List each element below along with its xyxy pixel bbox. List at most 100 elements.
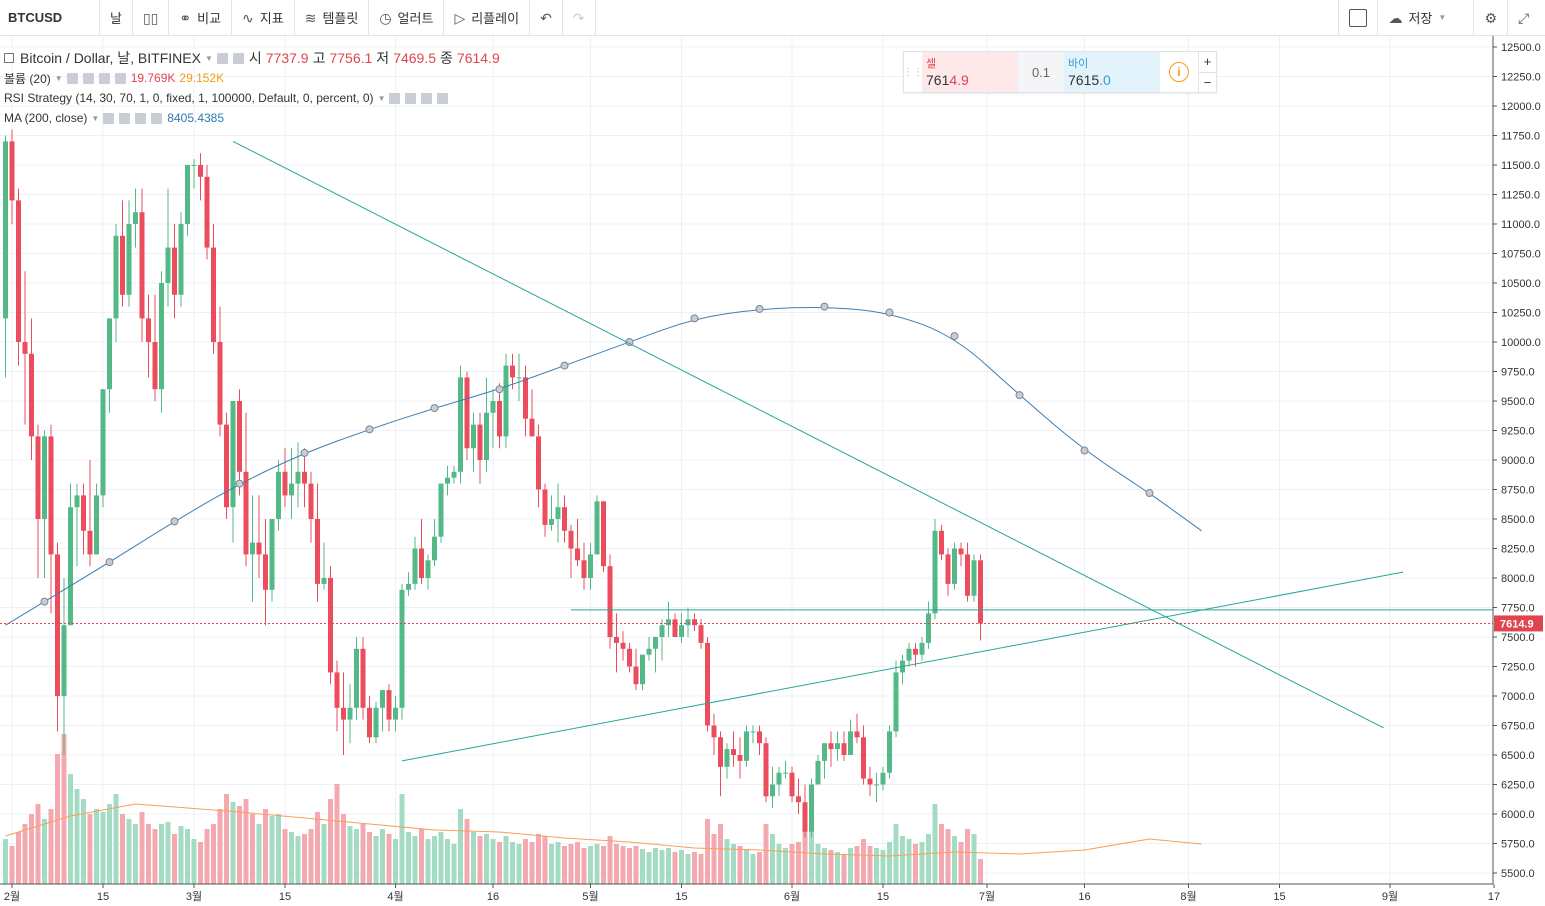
settings-button[interactable]: ⚙ (1473, 0, 1507, 36)
volume-bar (835, 852, 840, 884)
ma-point-marker[interactable] (560, 361, 569, 370)
volume-bar (250, 814, 255, 884)
ma-point-marker[interactable] (820, 302, 829, 311)
plus-button[interactable]: + (1199, 52, 1216, 73)
candle (61, 578, 67, 755)
add-icon[interactable] (135, 112, 147, 124)
drag-handle-icon[interactable]: ⋮⋮ (903, 66, 923, 78)
volume-bar (575, 842, 580, 884)
ma-point-marker[interactable] (235, 479, 244, 488)
candle (542, 483, 548, 537)
eye-icon[interactable] (66, 72, 78, 84)
candle-body (68, 507, 73, 626)
info-button[interactable]: i (1160, 52, 1198, 92)
candle-body (958, 548, 964, 555)
candle (68, 483, 73, 626)
undo-button[interactable]: ↶ (530, 0, 563, 36)
maximize-button[interactable]: ⤢ (1507, 0, 1545, 36)
compare-button[interactable]: ⚭ 비교 (169, 0, 233, 36)
volume-bar (887, 842, 892, 884)
replay-button[interactable]: ▷ 리플레이 (444, 0, 531, 36)
settings-icon[interactable] (405, 92, 417, 104)
interval-button[interactable]: 날 (100, 0, 133, 36)
volume-bar (776, 844, 782, 884)
price-axis[interactable]: 5500.0 5750.0 6000.0 6250.0 6500.0 6750.0 7000… (1492, 36, 1545, 906)
redo-icon: ↷ (572, 9, 585, 26)
candle (438, 483, 444, 543)
ma-point-marker[interactable] (1080, 446, 1089, 455)
candle (3, 135, 8, 378)
volume-bar (627, 848, 632, 884)
time-tick-label: 5월 (582, 890, 598, 903)
ma-point-marker[interactable] (105, 558, 114, 567)
volume-bar (126, 819, 132, 884)
minus-button[interactable]: − (1203, 74, 1212, 90)
chevron-down-icon[interactable]: ▼ (54, 73, 63, 83)
trendline[interactable] (401, 571, 1404, 762)
ma-point-marker[interactable] (40, 597, 49, 606)
eye-icon[interactable] (389, 92, 401, 104)
save-button[interactable]: ☁ 저장 ▼ (1377, 0, 1473, 36)
add-icon[interactable] (98, 72, 110, 84)
volume-bar (659, 850, 665, 884)
ma-point-marker[interactable] (430, 404, 439, 413)
templates-button[interactable]: ≋ 템플릿 (295, 0, 370, 36)
ma-point-marker[interactable] (690, 314, 699, 323)
ma-point-marker[interactable] (300, 448, 309, 457)
candle (763, 737, 769, 803)
chart-type-button[interactable]: ▯▯ (133, 0, 170, 36)
volume-bar (640, 849, 645, 884)
buy-button[interactable]: 바이 7615.0 (1064, 52, 1160, 92)
trendline[interactable] (232, 140, 1384, 729)
volume-bar (42, 819, 47, 884)
price-tick-label: 12500.0 (1501, 42, 1541, 54)
close-icon[interactable] (151, 112, 163, 124)
candle (178, 212, 184, 307)
ma-point-marker[interactable] (170, 517, 179, 526)
sell-button[interactable]: 셀 7614.9 (922, 52, 1018, 92)
ma-point-marker[interactable] (1015, 391, 1024, 400)
price-tick-label: 8750.0 (1501, 485, 1535, 497)
chevron-down-icon[interactable]: ▼ (204, 53, 213, 63)
chevron-down-icon[interactable]: ▼ (377, 93, 386, 103)
fullscreen-toggle[interactable] (1338, 0, 1377, 36)
volume-bar (315, 812, 320, 884)
quantity-field[interactable]: 0.1 (1018, 52, 1064, 92)
volume-bar (945, 829, 951, 884)
time-axis[interactable]: 2월153월154월165월156월157월168월159월1710월15 (0, 883, 1545, 906)
eye-icon[interactable] (103, 112, 115, 124)
ma-point-marker[interactable] (365, 425, 374, 434)
eye-icon[interactable] (216, 52, 228, 64)
candle (308, 471, 314, 543)
candle (568, 524, 574, 578)
indicators-button[interactable]: ∿ 지표 (232, 0, 295, 36)
candle (594, 495, 600, 555)
settings-icon[interactable] (232, 52, 244, 64)
candle (913, 642, 918, 667)
ma-point-marker[interactable] (755, 304, 764, 313)
candle (445, 465, 450, 496)
ma-point-marker[interactable] (950, 332, 959, 341)
candle-body (29, 353, 34, 437)
candle-body (659, 625, 665, 637)
ma-point-marker[interactable] (495, 385, 504, 394)
settings-icon[interactable] (119, 112, 131, 124)
close-icon[interactable] (114, 72, 126, 84)
chevron-down-icon[interactable]: ▼ (91, 113, 100, 123)
redo-button[interactable]: ↷ (563, 0, 596, 36)
volume-bar (393, 839, 398, 884)
close-icon[interactable] (437, 92, 449, 104)
price-chart[interactable]: 5500.0 5750.0 6000.0 6250.0 6500.0 6750.0 7000… (0, 36, 1545, 906)
trendlines[interactable] (232, 140, 1494, 762)
volume-bar (237, 806, 242, 884)
ma-point-marker[interactable] (1145, 489, 1154, 498)
symbol-search[interactable]: BTCUSD (0, 0, 100, 36)
ma-point-marker[interactable] (885, 308, 894, 317)
collapse-icon[interactable] (4, 53, 14, 63)
alerts-button[interactable]: ◷ 얼러트 (369, 0, 445, 36)
source-icon[interactable] (421, 92, 433, 104)
candle (81, 483, 86, 555)
candle (399, 583, 405, 720)
settings-icon[interactable] (82, 72, 94, 84)
candlestick-icon: ▯▯ (142, 9, 159, 26)
